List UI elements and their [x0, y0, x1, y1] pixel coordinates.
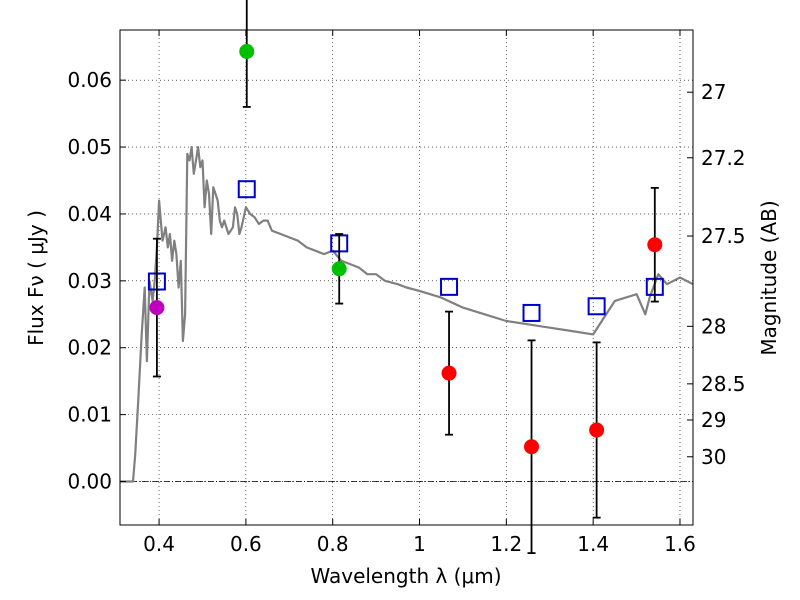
x-tick-label: 1.4	[577, 532, 609, 556]
y-tick-label: 0.02	[67, 336, 112, 360]
x-tick-label: 0.6	[230, 532, 262, 556]
model-photometry-layer	[147, 180, 664, 322]
observed-point	[149, 300, 165, 316]
x-axis-ticks: 0.4 0.6 0.8 1 1.2 1.4 1.6	[143, 30, 696, 556]
y-axis-left-title: Flux Fν ( μJy )	[24, 210, 48, 346]
observed-point	[331, 261, 347, 277]
y-tick-label: 0.06	[67, 68, 112, 92]
x-axis-title: Wavelength λ (μm)	[310, 564, 501, 588]
model-spectrum-layer	[120, 146, 694, 483]
right-tick-label: 28.5	[701, 372, 746, 396]
x-tick-label: 1.6	[664, 532, 696, 556]
model-photometry-point	[237, 180, 256, 199]
y-axis-right-ticks: 27 27.2 27.5 28 28.5 29 30	[687, 80, 746, 469]
model-photometry-point	[522, 303, 541, 322]
observed-point	[589, 422, 605, 438]
observed-point	[441, 365, 457, 381]
x-tick-label: 0.4	[143, 532, 175, 556]
y-tick-label: 0.04	[67, 202, 112, 226]
observed-photometry-layer	[149, 0, 663, 554]
right-tick-label: 30	[701, 445, 726, 469]
right-tick-label: 27.5	[701, 224, 746, 248]
y-axis-right-title: Magnitude (AB)	[757, 200, 781, 355]
grid	[120, 30, 693, 525]
observed-point	[647, 237, 663, 253]
y-tick-label: 0.05	[67, 135, 112, 159]
observed-point	[524, 439, 540, 455]
right-tick-label: 27.2	[701, 146, 746, 170]
y-tick-label: 0.01	[67, 403, 112, 427]
x-tick-label: 1	[413, 532, 426, 556]
right-tick-label: 28	[701, 314, 726, 338]
model-spectrum-line	[120, 146, 694, 483]
observed-point	[239, 43, 255, 59]
model-photometry-point	[440, 277, 459, 296]
right-tick-label: 29	[701, 408, 726, 432]
y-tick-label: 0.03	[67, 269, 112, 293]
plot-frame	[119, 29, 694, 526]
x-tick-label: 1.2	[490, 532, 522, 556]
x-tick-label: 0.8	[317, 532, 349, 556]
model-photometry-point	[587, 297, 606, 316]
y-axis-left-ticks: 0.00 0.01 0.02 0.03 0.04 0.05 0.06	[67, 68, 126, 494]
right-tick-label: 27	[701, 80, 726, 104]
y-tick-label: 0.00	[67, 470, 112, 494]
